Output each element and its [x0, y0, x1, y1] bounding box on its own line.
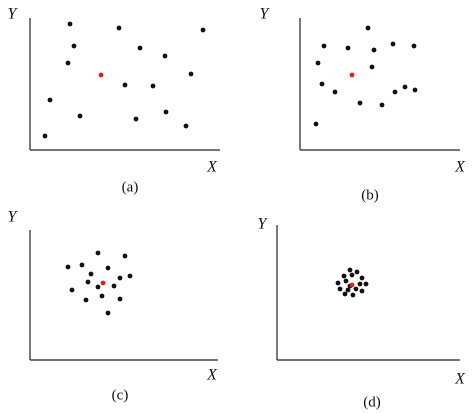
point — [65, 60, 71, 66]
point — [365, 25, 371, 31]
point — [42, 133, 48, 139]
point — [353, 286, 359, 292]
point — [200, 27, 206, 33]
point — [83, 297, 89, 303]
panel-caption: (c) — [112, 387, 129, 403]
center-point — [349, 282, 355, 288]
point — [95, 250, 101, 256]
point — [371, 47, 377, 53]
point — [347, 267, 353, 273]
point — [411, 43, 417, 49]
point — [69, 287, 75, 293]
point — [390, 41, 396, 47]
center-point — [349, 72, 355, 78]
point — [122, 82, 128, 88]
point — [335, 280, 341, 286]
x-axis-label: X — [454, 159, 466, 176]
point — [137, 45, 143, 51]
point — [350, 292, 356, 298]
point — [95, 284, 101, 290]
point — [359, 275, 365, 281]
point — [315, 60, 321, 66]
point — [412, 87, 418, 93]
point — [111, 283, 117, 289]
center-point — [98, 72, 104, 78]
point — [127, 273, 133, 279]
y-axis-label: Y — [260, 6, 271, 23]
y-axis-label: Y — [8, 6, 19, 23]
point — [342, 291, 348, 297]
point — [321, 43, 327, 49]
point — [402, 84, 408, 90]
point — [363, 281, 369, 287]
point — [150, 83, 156, 89]
point — [354, 269, 360, 275]
point — [65, 264, 71, 270]
x-axis-label: X — [454, 371, 466, 388]
point — [79, 262, 85, 268]
point — [162, 53, 168, 59]
point — [345, 287, 351, 293]
point — [117, 275, 123, 281]
point — [122, 253, 128, 259]
point — [337, 286, 343, 292]
point — [359, 288, 365, 294]
point — [47, 97, 53, 103]
point — [349, 272, 355, 278]
point — [71, 43, 77, 49]
point — [341, 273, 347, 279]
point — [313, 121, 319, 127]
point — [357, 100, 363, 106]
panel-caption: (a) — [122, 179, 139, 195]
point — [183, 123, 189, 129]
point — [392, 89, 398, 95]
point — [343, 278, 349, 284]
y-axis-label: Y — [258, 216, 269, 233]
x-axis-label: X — [206, 367, 218, 384]
point — [105, 265, 111, 271]
point — [85, 279, 91, 285]
x-axis-label: X — [206, 159, 218, 176]
point — [116, 25, 122, 31]
y-axis-label: Y — [8, 209, 19, 226]
point — [319, 81, 325, 87]
point — [369, 64, 375, 70]
point — [345, 45, 351, 51]
point — [88, 271, 94, 277]
point — [332, 89, 338, 95]
point — [133, 116, 139, 122]
point — [188, 71, 194, 77]
point — [105, 310, 111, 316]
center-point — [100, 280, 106, 286]
point — [67, 21, 73, 27]
point — [117, 296, 123, 302]
point — [357, 281, 363, 287]
point — [163, 109, 169, 115]
point — [99, 293, 105, 299]
point — [379, 102, 385, 108]
panel-caption: (b) — [361, 187, 379, 203]
point — [77, 113, 83, 119]
panel-caption: (d) — [363, 394, 381, 410]
